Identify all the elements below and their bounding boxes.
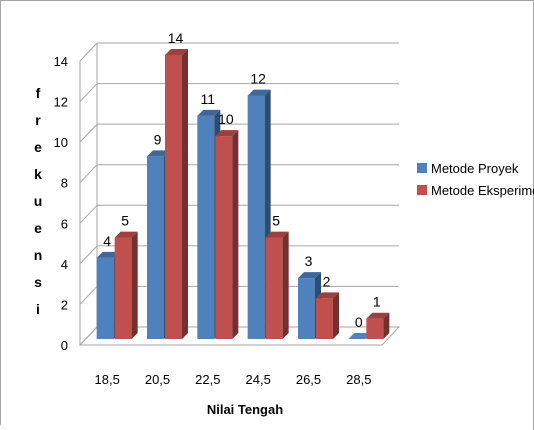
data-label: 0 (355, 314, 363, 330)
y-tick-label: 12 (54, 95, 68, 110)
bar-side (131, 231, 138, 339)
bar-side (282, 231, 289, 339)
bar-top (265, 231, 289, 238)
gridline-side (79, 245, 98, 265)
bar-front (366, 318, 384, 339)
y-axis-title-letter: e (34, 220, 42, 236)
legend-label: Metode Proyek (431, 161, 519, 176)
bar (215, 130, 239, 339)
bar-side (333, 292, 339, 339)
bar-top (298, 272, 321, 279)
x-axis-title: Nilai Tengah (207, 402, 283, 417)
bar (265, 231, 289, 339)
x-axis-ticks: 18,5 20,5 22,5 24,5 26,5 28,5 (95, 372, 372, 387)
data-label: 1 (373, 294, 381, 310)
bar-side (383, 312, 390, 339)
x-tick-label: 28,5 (346, 372, 371, 387)
bar-top (147, 150, 170, 157)
data-label: 14 (168, 30, 184, 46)
y-tick-label: 6 (61, 216, 68, 231)
y-axis-title-letter: e (34, 139, 42, 155)
y-tick-label: 0 (61, 338, 68, 353)
bar-front (197, 115, 215, 339)
data-label: 12 (250, 71, 266, 87)
bars (96, 49, 390, 339)
x-tick-label: 18,5 (95, 372, 120, 387)
data-label: 5 (121, 213, 129, 229)
gridline-side (79, 123, 98, 143)
legend-label: Metode Eksperimen (431, 183, 534, 198)
gridline-side (79, 204, 98, 224)
gridline-side (79, 286, 98, 305)
bar-top (316, 292, 339, 299)
x-tick-label: 26,5 (296, 372, 321, 387)
chart-frame-left-edge (0, 0, 1, 425)
data-label: 11 (201, 91, 216, 107)
x-tick-label: 22,5 (195, 372, 220, 387)
chart-floor (78, 326, 401, 346)
bar (348, 333, 372, 339)
bar (114, 231, 138, 339)
data-label: 3 (305, 253, 313, 269)
bar-front (165, 55, 182, 339)
y-axis-title-letter: f (36, 85, 41, 101)
y-tick-label: 14 (54, 54, 68, 69)
y-axis-title-letter: r (35, 112, 41, 128)
legend: Metode Proyek Metode Eksperimen (417, 161, 534, 198)
y-tick-label: 10 (54, 135, 68, 150)
bar-top (114, 231, 138, 238)
y-tick-label: 8 (61, 176, 68, 191)
gridline-side (79, 83, 98, 102)
bar-top (366, 312, 390, 319)
bar-front (298, 278, 315, 339)
bar-front (114, 237, 132, 339)
y-axis-title-letter: n (34, 247, 43, 263)
bar (165, 49, 188, 339)
data-label: 5 (272, 213, 280, 229)
bar-front (215, 136, 233, 339)
bar-side (232, 130, 239, 339)
bar-front (316, 298, 333, 339)
bar-front (247, 95, 265, 339)
bar-top (247, 89, 271, 96)
data-label: 2 (323, 273, 331, 289)
y-axis-title-letter: i (36, 301, 40, 317)
bar-top (96, 251, 120, 258)
bar (316, 292, 339, 339)
data-label: 9 (154, 131, 162, 147)
x-tick-label: 24,5 (246, 372, 271, 387)
x-tick-label: 20,5 (145, 372, 170, 387)
gridline-side (79, 42, 98, 62)
bar-front (265, 237, 283, 339)
bar-side (182, 49, 188, 339)
legend-swatch (417, 163, 427, 173)
gridline-side (79, 164, 98, 184)
data-label: 4 (103, 233, 111, 249)
y-axis-title-letter: s (34, 274, 42, 290)
bar-top (197, 109, 221, 116)
bar (366, 312, 390, 339)
bar-top (348, 333, 372, 339)
bar-front (147, 156, 164, 339)
bar-top (215, 130, 239, 137)
legend-swatch (417, 185, 427, 195)
y-axis-title-letter: u (34, 193, 43, 209)
y-axis-title-letter: k (34, 166, 42, 182)
bar-top (165, 49, 188, 55)
y-tick-label: 2 (61, 297, 68, 312)
data-label: 10 (218, 111, 234, 127)
y-tick-label: 4 (61, 257, 68, 272)
bar-front (96, 257, 114, 339)
